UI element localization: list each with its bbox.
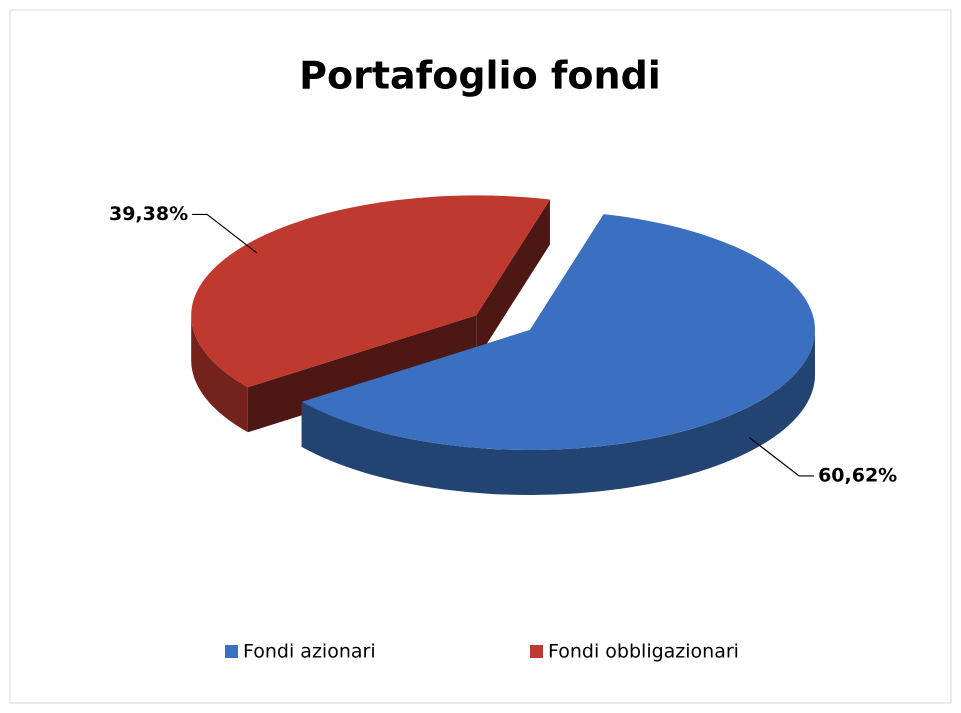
slice-wall [301, 330, 815, 495]
chart-title: Portafoglio fondi [299, 54, 661, 98]
legend-label: Fondi obbligazionari [548, 641, 739, 663]
slice-side [476, 199, 550, 361]
data-label: 60,62% [818, 464, 897, 486]
slice-top [301, 214, 815, 450]
slice-wall [191, 315, 248, 433]
data-label: 39,38% [109, 203, 188, 225]
legend-label: Fondi azionari [243, 641, 376, 663]
leader-line [749, 437, 815, 477]
slice [301, 214, 815, 495]
legend-swatch [530, 645, 543, 658]
legend-swatch [225, 645, 238, 658]
leader-line [192, 213, 258, 254]
slice-top [191, 195, 550, 388]
